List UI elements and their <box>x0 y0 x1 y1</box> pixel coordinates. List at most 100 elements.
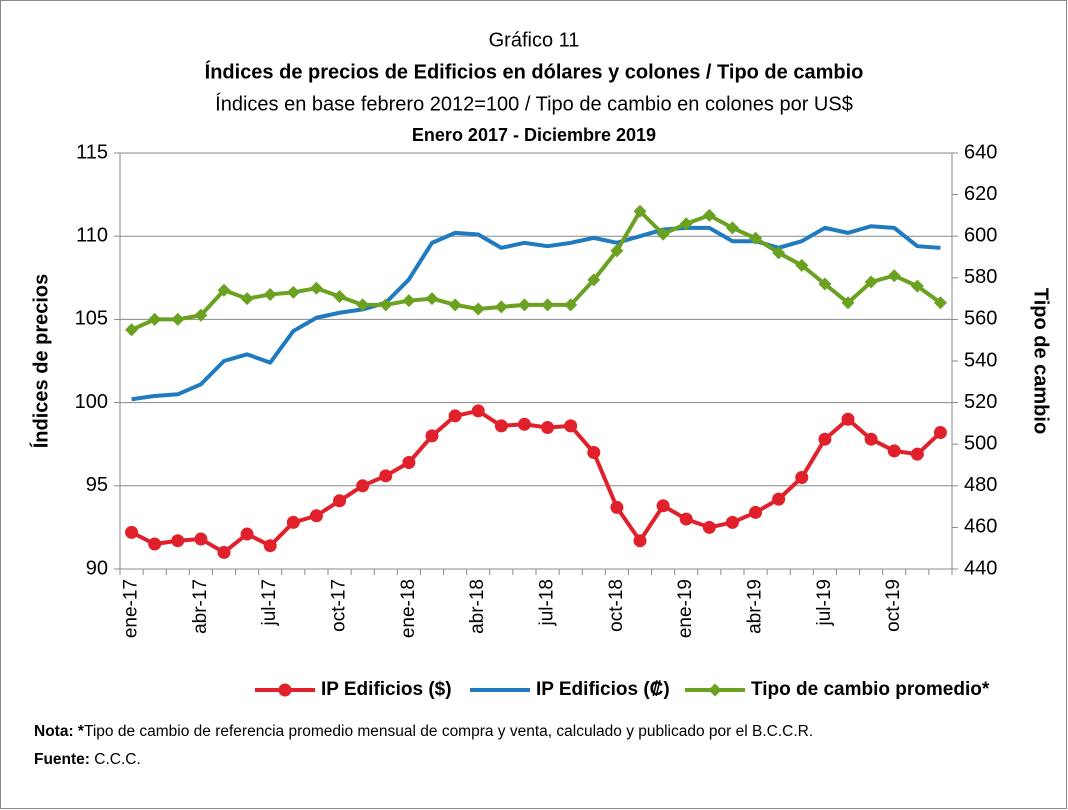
point <box>679 512 693 526</box>
chart-title: Gráfico 11 <box>489 29 580 51</box>
point <box>679 217 693 231</box>
x-tick-label: ene-19 <box>675 579 696 638</box>
y2-tick-label: 560 <box>964 308 997 330</box>
source-line: Fuente: C.C.C. <box>34 746 1024 774</box>
point <box>702 520 716 534</box>
point <box>587 446 601 460</box>
x-tick-label: oct-17 <box>329 579 350 632</box>
point <box>725 221 739 235</box>
x-tick-label: jul-18 <box>537 579 558 626</box>
point <box>125 323 139 337</box>
y-tick-label: 95 <box>86 474 108 496</box>
point <box>356 298 370 312</box>
point <box>379 469 393 483</box>
point <box>194 532 208 546</box>
y-tick-label: 105 <box>75 308 108 330</box>
point <box>448 409 462 423</box>
point <box>286 515 300 529</box>
point <box>278 683 292 697</box>
point <box>333 494 347 508</box>
point <box>125 525 139 539</box>
point <box>633 534 647 548</box>
point <box>517 298 531 312</box>
x-tick-label: ene-17 <box>121 579 142 638</box>
point <box>263 287 277 301</box>
point <box>148 537 162 551</box>
point <box>309 281 323 295</box>
point <box>933 296 947 310</box>
series-line <box>131 224 941 402</box>
point <box>425 292 439 306</box>
point <box>263 539 277 553</box>
y2-tick-label: 440 <box>964 557 997 579</box>
point <box>194 308 208 322</box>
y-tick-label: 90 <box>86 557 108 579</box>
x-tick-label: jul-17 <box>259 579 280 626</box>
point <box>171 534 185 548</box>
point <box>517 417 531 431</box>
point <box>841 412 855 426</box>
point <box>749 505 763 519</box>
y2-tick-label: 520 <box>964 391 997 413</box>
chart-subtitle: Índices en base febrero 2012=100 / Tipo … <box>215 92 853 115</box>
x-tick-label: oct-19 <box>883 579 904 632</box>
y2-tick-label: 640 <box>964 141 997 163</box>
x-tick-label: abr-18 <box>467 579 488 634</box>
point <box>217 545 231 559</box>
y2-tick-label: 460 <box>964 516 997 538</box>
legend-label: IP Edificios (₡) <box>536 679 670 700</box>
point <box>818 277 832 291</box>
x-tick-label: abr-19 <box>745 579 766 634</box>
y2-tick-label: 540 <box>964 349 997 371</box>
point <box>587 273 601 287</box>
point <box>633 204 647 218</box>
point <box>702 208 716 222</box>
note-line: Nota: *Tipo de cambio de referencia prom… <box>34 718 1024 746</box>
y-tick-label: 110 <box>76 224 108 246</box>
point <box>910 447 924 461</box>
x-tick-label: oct-18 <box>606 579 627 632</box>
point <box>240 292 254 306</box>
point <box>541 421 555 435</box>
point <box>708 683 722 697</box>
point <box>286 285 300 299</box>
point <box>887 269 901 283</box>
point <box>402 456 416 470</box>
y-tick-label: 115 <box>76 141 108 163</box>
point <box>887 444 901 458</box>
point <box>656 227 670 241</box>
point <box>402 294 416 308</box>
point <box>864 275 878 289</box>
y2-axis-label: Tipo de cambio <box>1030 288 1052 434</box>
point <box>240 527 254 541</box>
chart-period: Enero 2017 - Diciembre 2019 <box>412 125 656 145</box>
point <box>309 509 323 523</box>
y2-tick-label: 600 <box>964 224 997 246</box>
point <box>772 492 786 506</box>
point <box>795 470 809 484</box>
note: Nota: *Tipo de cambio de referencia prom… <box>34 718 1024 774</box>
point <box>494 300 508 314</box>
point <box>425 429 439 443</box>
y2-tick-label: 500 <box>964 432 997 454</box>
note-star: * <box>77 723 84 740</box>
point <box>564 298 578 312</box>
y2-tick-label: 480 <box>964 474 997 496</box>
y-tick-label: 100 <box>75 391 108 413</box>
point <box>772 246 786 260</box>
point <box>841 296 855 310</box>
point <box>564 419 578 433</box>
point <box>171 312 185 326</box>
y2-tick-label: 580 <box>964 266 997 288</box>
point <box>749 231 763 245</box>
chart-subtitle: Índices de precios de Edificios en dólar… <box>205 60 864 83</box>
note-text: Tipo de cambio de referencia promedio me… <box>83 723 814 740</box>
point <box>494 419 508 433</box>
point <box>910 279 924 293</box>
point <box>541 298 555 312</box>
point <box>610 500 624 514</box>
point <box>333 290 347 304</box>
legend-label: Tipo de cambio promedio* <box>751 679 990 700</box>
source-label: Fuente: <box>34 751 90 768</box>
